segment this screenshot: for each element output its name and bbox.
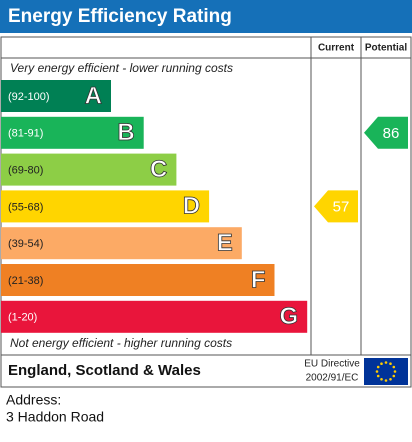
star <box>392 374 396 378</box>
band <box>1 153 177 186</box>
star <box>380 377 383 381</box>
address-label: Address: <box>6 392 61 408</box>
band-range: (69-80) <box>8 165 43 177</box>
star <box>389 377 392 381</box>
top-note: Very energy efficient - lower running co… <box>10 61 233 75</box>
directive: 2002/91/EC <box>306 373 359 384</box>
bottom-note: Not energy efficient - higher running co… <box>10 336 232 350</box>
band-range: (21-38) <box>8 275 43 287</box>
band-range: (55-68) <box>8 201 43 213</box>
star <box>380 362 383 366</box>
star <box>376 374 380 378</box>
band-letter: D <box>183 193 200 220</box>
star <box>375 370 379 373</box>
star <box>393 370 397 373</box>
rating-value: 86 <box>383 125 400 142</box>
band <box>1 116 144 149</box>
rating-arrow <box>314 190 358 223</box>
band-range: (1-20) <box>8 312 37 324</box>
band-range: (81-91) <box>8 128 43 140</box>
header-bar <box>0 0 412 33</box>
address-value: 3 Haddon Road <box>6 409 104 425</box>
eu-stars <box>375 361 397 382</box>
band-letter: A <box>85 82 102 109</box>
band <box>1 264 275 296</box>
band <box>1 227 242 260</box>
band-letter: C <box>150 156 167 183</box>
column-header: Potential <box>365 43 407 54</box>
region: England, Scotland & Wales <box>8 362 201 379</box>
band <box>1 80 111 112</box>
band-letter: F <box>251 266 266 293</box>
band <box>1 190 210 223</box>
star <box>389 362 392 366</box>
star <box>384 361 388 364</box>
band-letter: E <box>217 230 233 257</box>
rating-arrow <box>364 116 408 149</box>
band <box>1 300 308 333</box>
star <box>384 379 388 382</box>
column-header: Current <box>318 43 355 54</box>
directive: EU Directive <box>304 359 360 370</box>
chart-title: Energy Efficiency Rating <box>8 6 232 27</box>
star <box>392 365 396 369</box>
band-range: (39-54) <box>8 238 43 250</box>
band-range: (92-100) <box>8 91 50 103</box>
rating-value: 57 <box>333 198 350 215</box>
band-letter: B <box>117 119 134 146</box>
band-letter: G <box>280 303 299 330</box>
star <box>376 365 380 369</box>
